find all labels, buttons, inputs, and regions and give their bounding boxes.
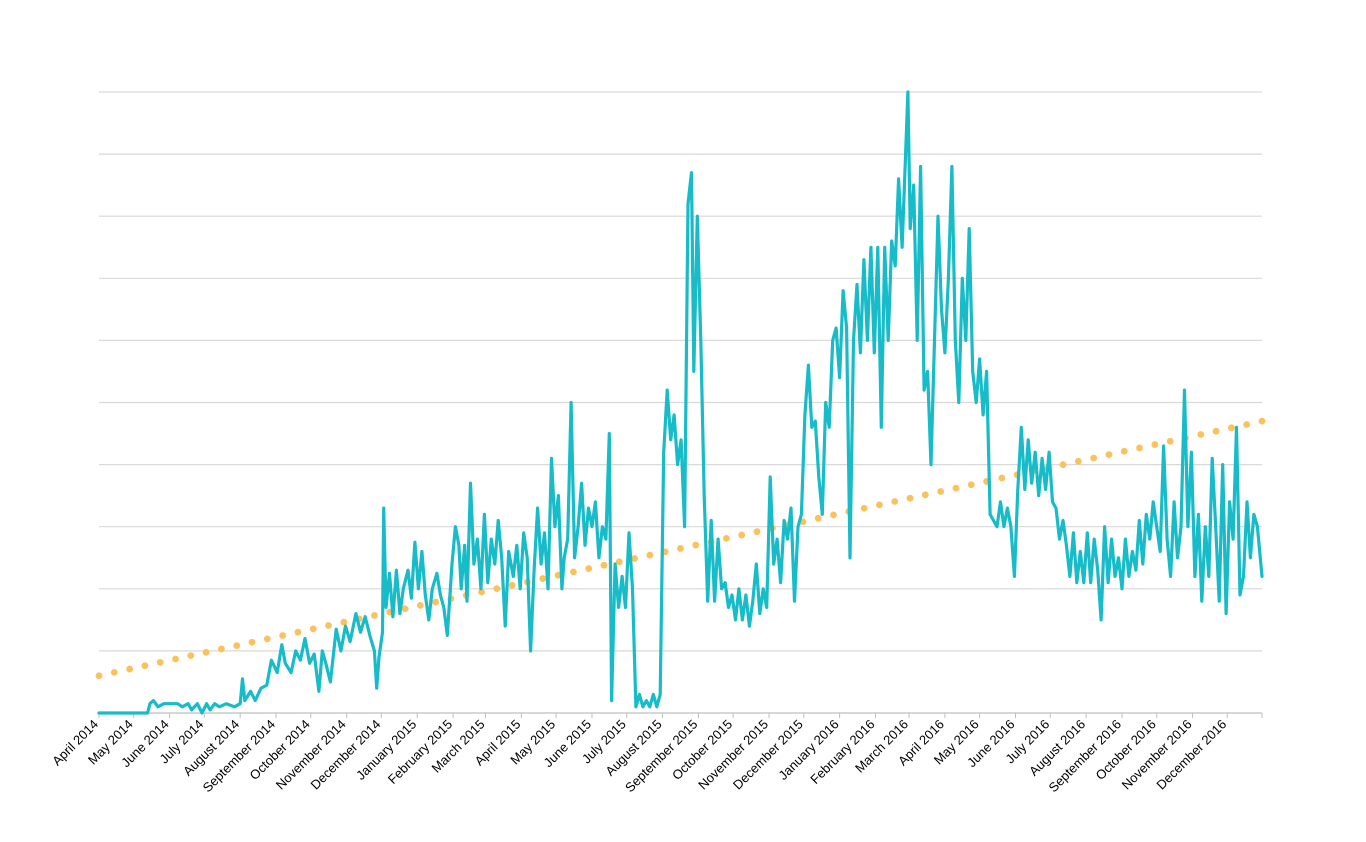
trendline-dot <box>615 558 623 566</box>
trendline-dot <box>187 652 195 660</box>
trendline-dot <box>233 642 241 649</box>
trendline-dot <box>1074 457 1082 465</box>
x-axis <box>98 712 1263 718</box>
trendline-dot <box>1227 424 1235 432</box>
trendline-dot <box>416 601 424 609</box>
trendline-dot <box>218 645 225 653</box>
trendline-dot <box>569 568 577 576</box>
trendline-dot <box>998 474 1006 482</box>
trendline-dot <box>1258 417 1266 425</box>
trendline-dot <box>95 672 103 680</box>
trendline-dot <box>921 491 929 499</box>
trendline-dot <box>677 545 684 552</box>
trendline-dot <box>967 481 975 489</box>
trendline-dot <box>937 488 945 495</box>
trendline-dot <box>830 511 837 519</box>
trendline-dot <box>478 588 485 596</box>
trendline-dot <box>126 665 134 673</box>
trendline-dot <box>723 534 730 542</box>
trendline-dot <box>309 625 317 633</box>
trendline-dot <box>814 514 822 522</box>
trendline-dot <box>1243 421 1251 428</box>
trendline-dot <box>279 632 287 639</box>
trendline-dot <box>1120 447 1128 455</box>
trendline-dot <box>248 638 256 646</box>
trendline-dot <box>110 668 118 676</box>
trendline-dot <box>906 494 914 502</box>
trendline-dot <box>432 598 440 606</box>
trendline-dot <box>1090 454 1098 462</box>
trendline-dot <box>401 605 409 613</box>
trendline-dot <box>493 585 501 593</box>
trendline-dot <box>753 528 761 536</box>
trendline-dot <box>508 581 516 589</box>
trendline-dot <box>1151 441 1159 448</box>
data-series-line <box>97 90 1264 715</box>
trendline-dot <box>294 628 302 636</box>
trendline-dot <box>1136 444 1143 452</box>
trendline-dot <box>860 504 868 512</box>
trendline-dot <box>692 541 700 549</box>
trendline-dot <box>263 635 271 643</box>
trendline-dot <box>952 484 960 492</box>
trendline-dot <box>1212 427 1220 435</box>
trendline-dot <box>1059 461 1067 469</box>
gridlines <box>99 91 1262 652</box>
trendline-dot <box>141 662 149 670</box>
trendline-dot <box>1166 437 1174 445</box>
trendline-dot <box>585 565 593 572</box>
series-layer <box>97 90 1264 715</box>
trendline-dot <box>325 622 332 629</box>
trendline-dot <box>156 658 164 666</box>
trendline-dot <box>371 612 378 619</box>
trendline-dot <box>631 555 638 562</box>
trendline-dot <box>646 551 654 559</box>
trendline-dot <box>876 501 883 509</box>
trendline-dot <box>172 655 179 663</box>
trendline-dot <box>340 618 348 626</box>
trendline-dot <box>891 498 899 505</box>
trendline-dot <box>600 561 608 569</box>
trendline-dot <box>202 648 210 656</box>
trendline-dot <box>738 531 746 539</box>
trendline-dot <box>539 575 547 582</box>
trendline-dot <box>1197 431 1205 438</box>
trendline-dot <box>1105 451 1113 459</box>
